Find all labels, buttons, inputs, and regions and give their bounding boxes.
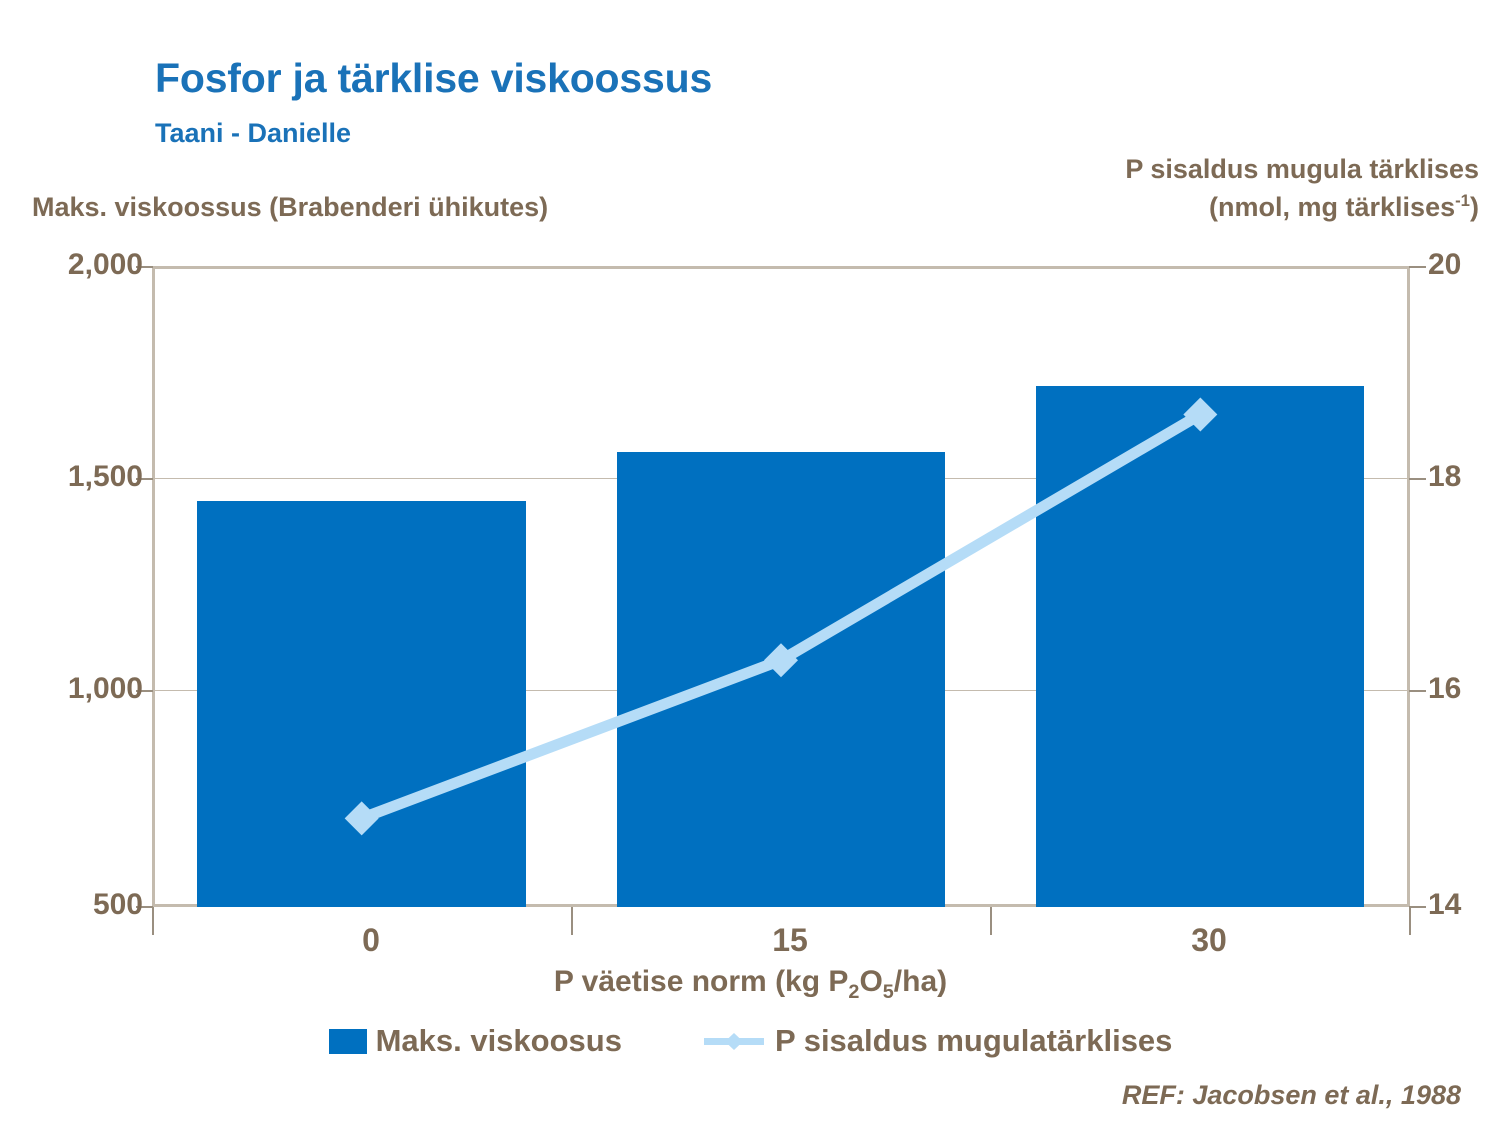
bar-category-15[interactable]: [616, 451, 946, 907]
x-axis-title-pre: P väetise norm (kg P: [553, 965, 849, 998]
x-tick-sep-start: [152, 907, 154, 935]
y-right-tick-16: 16: [1428, 672, 1462, 705]
right-axis-title-line2-text: (nmol, mg tärklises: [1209, 192, 1456, 223]
tick-mark-right-18: [1409, 478, 1426, 480]
x-axis-title-post: /ha): [893, 965, 948, 998]
x-tick-label-15: 15: [772, 922, 808, 958]
x-axis-title-sub-5: 5: [882, 981, 894, 1003]
y-left-tick-500: 500: [92, 888, 143, 921]
x-axis-title: P väetise norm (kg P2O5/ha): [0, 965, 1501, 1004]
legend-label-bar: Maks. viskoosus: [375, 1023, 622, 1058]
y-left-tick-1000: 1,000: [67, 672, 143, 705]
right-axis-title-superscript: -1: [1455, 191, 1470, 211]
y-left-tick-1500: 1,500: [67, 460, 143, 493]
x-tick-label-30: 30: [1191, 922, 1227, 958]
y-right-tick-18: 18: [1428, 460, 1462, 493]
legend-item-bar[interactable]: Maks. viskoosus: [328, 1023, 622, 1059]
chart-legend: Maks. viskoosus P sisaldus mugulatärklis…: [0, 1023, 1501, 1059]
legend-swatch-line-icon: [702, 1029, 766, 1054]
tick-mark-right-16: [1409, 690, 1426, 692]
legend-item-line[interactable]: P sisaldus mugulatärklises: [702, 1023, 1172, 1059]
right-axis-title-line1: P sisaldus mugula tärklises: [1125, 154, 1479, 184]
right-axis-title: P sisaldus mugula tärklises (nmol, mg tä…: [959, 150, 1479, 227]
tick-mark-right-14: [1409, 906, 1426, 908]
bar-category-30[interactable]: [1036, 385, 1365, 907]
x-tick-sep-1: [571, 907, 573, 935]
reference-note: REF: Jacobsen et al., 1988: [1121, 1080, 1461, 1110]
x-axis-title-mid: O: [859, 965, 883, 998]
tick-mark-left-500: [136, 906, 153, 908]
x-tick-sep-2: [990, 907, 992, 935]
right-axis-title-line2-close: ): [1470, 192, 1479, 223]
legend-label-line: P sisaldus mugulatärklises: [774, 1023, 1173, 1058]
bar-category-0[interactable]: [197, 501, 526, 907]
tick-mark-left-1500: [136, 478, 153, 480]
legend-swatch-bar-icon: [328, 1028, 367, 1054]
x-axis-title-sub-2: 2: [848, 981, 860, 1003]
left-axis-title: Maks. viskoossus (Brabenderi ühikutes): [32, 192, 549, 222]
page-subtitle: Taani - Danielle: [155, 118, 352, 148]
tick-mark-right-20: [1409, 266, 1426, 268]
right-axis-title-line2: (nmol, mg tärklises-1): [959, 188, 1479, 226]
y-right-tick-20: 20: [1428, 248, 1462, 281]
tick-mark-left-1000: [136, 690, 153, 692]
y-right-tick-14: 14: [1428, 888, 1462, 921]
page-title: Fosfor ja tärklise viskoossus: [155, 55, 713, 101]
y-left-tick-2000: 2,000: [67, 248, 143, 281]
x-tick-sep-end: [1409, 907, 1411, 935]
tick-mark-left-2000: [136, 266, 153, 268]
x-tick-label-0: 0: [362, 922, 380, 958]
